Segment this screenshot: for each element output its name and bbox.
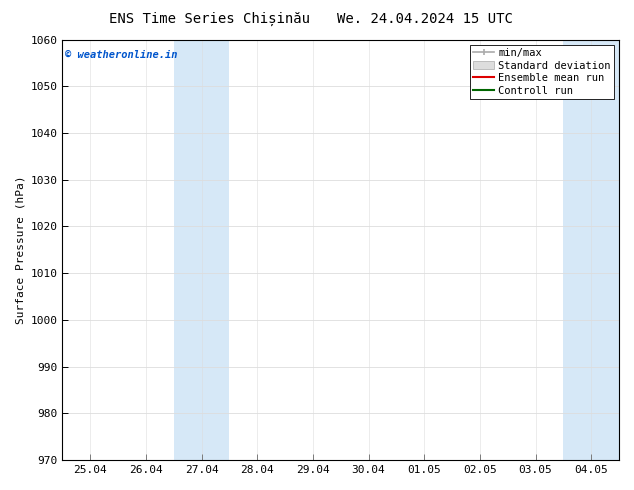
Bar bbox=[591, 40, 619, 460]
Text: ENS Time Series Chișinău: ENS Time Series Chișinău bbox=[108, 12, 310, 26]
Text: © weatheronline.in: © weatheronline.in bbox=[65, 50, 178, 60]
Bar bbox=[174, 40, 202, 460]
Legend: min/max, Standard deviation, Ensemble mean run, Controll run: min/max, Standard deviation, Ensemble me… bbox=[470, 45, 614, 99]
Text: We. 24.04.2024 15 UTC: We. 24.04.2024 15 UTC bbox=[337, 12, 513, 26]
Y-axis label: Surface Pressure (hPa): Surface Pressure (hPa) bbox=[15, 175, 25, 324]
Bar bbox=[202, 40, 230, 460]
Bar bbox=[564, 40, 591, 460]
